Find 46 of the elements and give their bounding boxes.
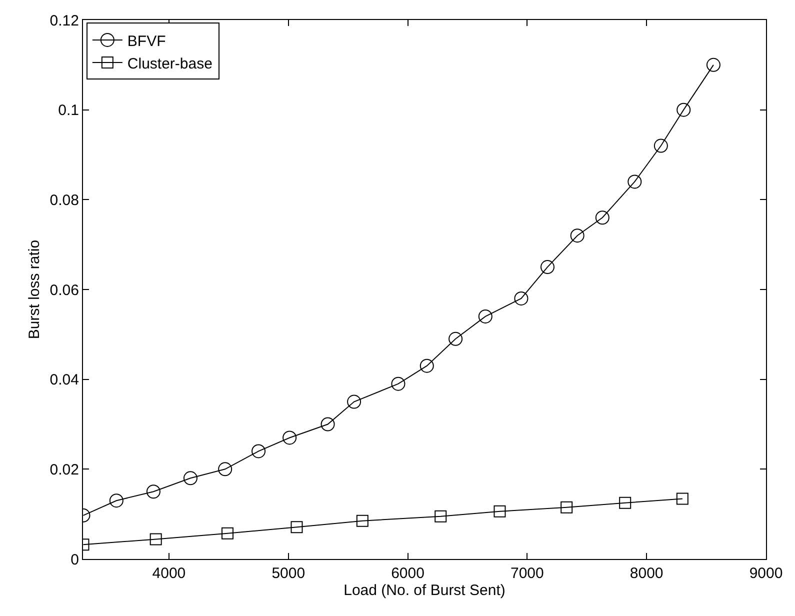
point <box>146 484 160 499</box>
point <box>676 102 691 117</box>
point <box>619 496 632 509</box>
point <box>183 471 198 486</box>
y-tick-label: 0.12 <box>50 12 79 30</box>
point <box>420 358 434 373</box>
point <box>478 309 492 324</box>
point <box>221 527 234 540</box>
x-axis-title: Load (No. of Burst Sent) <box>344 582 506 599</box>
point <box>628 174 642 189</box>
y-tick-label: 0.06 <box>50 282 79 299</box>
x-tick-label: 5000 <box>272 565 306 582</box>
point <box>448 332 463 346</box>
point <box>109 494 124 508</box>
x-tick-label: 9000 <box>749 565 783 582</box>
y-tick-label: 0.1 <box>58 102 79 120</box>
y-tick-label: 0.04 <box>50 372 79 389</box>
x-tick-label: 6000 <box>391 565 424 582</box>
point <box>560 501 573 514</box>
point <box>347 394 362 409</box>
point <box>570 228 584 243</box>
x-tick-label: 7000 <box>510 565 544 582</box>
point <box>514 291 528 306</box>
point <box>290 521 303 534</box>
point <box>282 430 297 445</box>
x-tick-label: 4000 <box>152 565 186 582</box>
point <box>595 210 610 225</box>
point <box>654 138 668 153</box>
point <box>706 58 720 72</box>
x-tick-label: 8000 <box>630 565 664 582</box>
point <box>434 510 447 522</box>
point <box>218 462 232 476</box>
point <box>252 444 266 458</box>
point <box>150 533 162 546</box>
point <box>676 492 688 505</box>
point <box>494 505 506 518</box>
legend-label: BFVF <box>127 32 166 50</box>
legend-label: Cluster-base <box>127 55 212 72</box>
point <box>540 260 554 274</box>
y-tick-label: 0 <box>70 551 79 568</box>
y-axis-title: Burst loss ratio <box>26 240 44 340</box>
y-tick-label: 0.08 <box>50 192 79 209</box>
y-tick-label: 0.02 <box>50 461 79 478</box>
point <box>391 376 406 391</box>
point <box>356 514 368 527</box>
point <box>320 417 335 432</box>
